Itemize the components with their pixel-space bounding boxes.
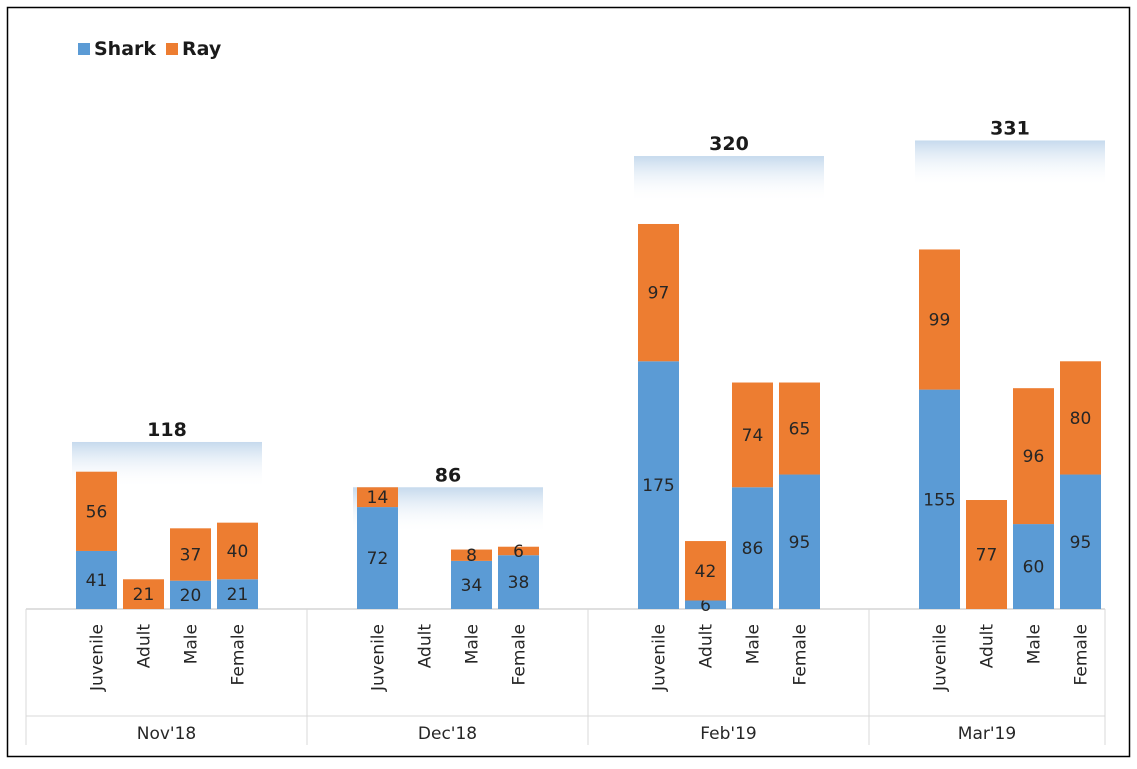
category-label-mar-19-female: Female [1072, 624, 1092, 685]
bar-ray-mar-19-adult [966, 500, 1007, 609]
group-label-dec-18: Dec'18 [418, 724, 477, 744]
category-label-feb-19-male: Male [744, 624, 764, 664]
bar-ray-feb-19-female [779, 382, 820, 475]
category-label-nov-18-female: Female [229, 624, 249, 685]
data-label-ray-nov-18-juvenile: 56 [86, 502, 108, 522]
legend: Shark Ray [78, 38, 221, 60]
legend-label-ray: Ray [182, 38, 222, 60]
data-label-shark-feb-19-adult: 6 [700, 596, 711, 616]
data-label-shark-mar-19-juvenile: 155 [923, 490, 955, 510]
bar-shark-dec-18-juvenile [357, 507, 398, 609]
category-label-mar-19-male: Male [1025, 624, 1045, 664]
category-label-feb-19-female: Female [791, 624, 811, 685]
legend-item-shark: Shark [78, 38, 156, 60]
bar-ray-mar-19-juvenile [919, 249, 960, 390]
data-label-shark-dec-18-juvenile: 72 [367, 549, 389, 569]
data-label-ray-mar-19-male: 96 [1023, 447, 1045, 467]
bar-ray-feb-19-male [732, 382, 773, 488]
data-label-shark-nov-18-juvenile: 41 [86, 571, 108, 591]
data-label-ray-nov-18-adult: 21 [133, 585, 155, 605]
category-label-nov-18-adult: Adult [135, 624, 155, 669]
chart-border [6, 6, 1131, 758]
bar-ray-nov-18-female [217, 522, 258, 580]
bar-shark-nov-18-male [170, 580, 211, 609]
bar-shark-mar-19-juvenile [919, 389, 960, 609]
bar-shark-feb-19-male [732, 487, 773, 609]
data-label-ray-dec-18-female: 6 [513, 542, 524, 562]
group-label-feb-19: Feb'19 [700, 724, 756, 744]
category-label-dec-18-juvenile: Juvenile [369, 624, 389, 692]
bar-ray-feb-19-adult [685, 541, 726, 601]
bar-ray-mar-19-female [1060, 361, 1101, 475]
category-label-feb-19-adult: Adult [697, 624, 717, 669]
category-label-mar-19-juvenile: Juvenile [931, 624, 951, 692]
data-label-ray-feb-19-juvenile: 97 [648, 284, 670, 304]
legend-item-ray: Ray [166, 38, 221, 60]
total-label-nov-18: 118 [147, 419, 187, 441]
bar-shark-mar-19-female [1060, 474, 1101, 609]
data-label-shark-nov-18-female: 21 [227, 585, 249, 605]
data-label-ray-nov-18-male: 37 [180, 546, 202, 566]
category-label-feb-19-juvenile: Juvenile [650, 624, 670, 692]
data-label-ray-dec-18-juvenile: 14 [367, 488, 389, 508]
data-label-ray-feb-19-adult: 42 [695, 562, 717, 582]
bar-shark-mar-19-male [1013, 524, 1054, 609]
data-label-shark-mar-19-male: 60 [1023, 558, 1045, 578]
bar-ray-feb-19-juvenile [638, 223, 679, 362]
category-label-nov-18-male: Male [182, 624, 202, 664]
category-label-mar-19-adult: Adult [978, 624, 998, 669]
bar-shark-dec-18-female [498, 555, 539, 609]
data-label-shark-dec-18-male: 34 [461, 576, 483, 596]
total-label-feb-19: 320 [709, 133, 749, 155]
bar-ray-mar-19-male [1013, 388, 1054, 525]
bar-ray-dec-18-male [451, 549, 492, 561]
bar-ray-nov-18-male [170, 528, 211, 581]
data-label-ray-mar-19-juvenile: 99 [929, 311, 951, 331]
data-label-ray-nov-18-female: 40 [227, 542, 249, 562]
bar-ray-nov-18-adult [123, 579, 164, 609]
data-label-ray-mar-19-adult: 77 [976, 546, 998, 566]
total-box-feb-19 [634, 156, 824, 203]
data-label-shark-feb-19-juvenile: 175 [642, 476, 674, 496]
bar-shark-dec-18-male [451, 560, 492, 609]
legend-swatch-shark [78, 43, 90, 55]
data-label-shark-dec-18-female: 38 [508, 573, 530, 593]
category-label-nov-18-juvenile: Juvenile [88, 624, 108, 692]
bar-shark-feb-19-adult [685, 600, 726, 609]
total-box-mar-19 [915, 140, 1105, 187]
data-label-ray-dec-18-male: 8 [466, 546, 477, 566]
data-label-shark-feb-19-female: 95 [789, 533, 811, 553]
data-label-shark-mar-19-female: 95 [1070, 533, 1092, 553]
category-label-dec-18-adult: Adult [416, 624, 436, 669]
category-label-dec-18-female: Female [510, 624, 530, 685]
group-label-mar-19: Mar'19 [958, 724, 1016, 744]
data-label-ray-feb-19-male: 74 [742, 426, 764, 446]
legend-swatch-ray [166, 43, 179, 55]
bar-ray-dec-18-juvenile [357, 487, 398, 508]
data-label-shark-feb-19-male: 86 [742, 539, 764, 559]
bar-ray-dec-18-female [498, 546, 539, 556]
bar-shark-nov-18-juvenile [76, 550, 117, 609]
bar-shark-feb-19-juvenile [638, 361, 679, 609]
legend-label-shark: Shark [94, 38, 157, 60]
data-label-ray-mar-19-female: 80 [1070, 409, 1092, 429]
data-label-ray-feb-19-female: 65 [789, 420, 811, 440]
total-label-mar-19: 331 [990, 117, 1030, 139]
bar-shark-feb-19-female [779, 474, 820, 609]
group-label-nov-18: Nov'18 [137, 724, 196, 744]
bar-shark-nov-18-female [217, 579, 258, 609]
category-label-dec-18-male: Male [463, 624, 483, 664]
bar-ray-nov-18-juvenile [76, 471, 117, 551]
data-label-shark-nov-18-male: 20 [180, 586, 202, 606]
total-label-dec-18: 86 [435, 464, 461, 486]
